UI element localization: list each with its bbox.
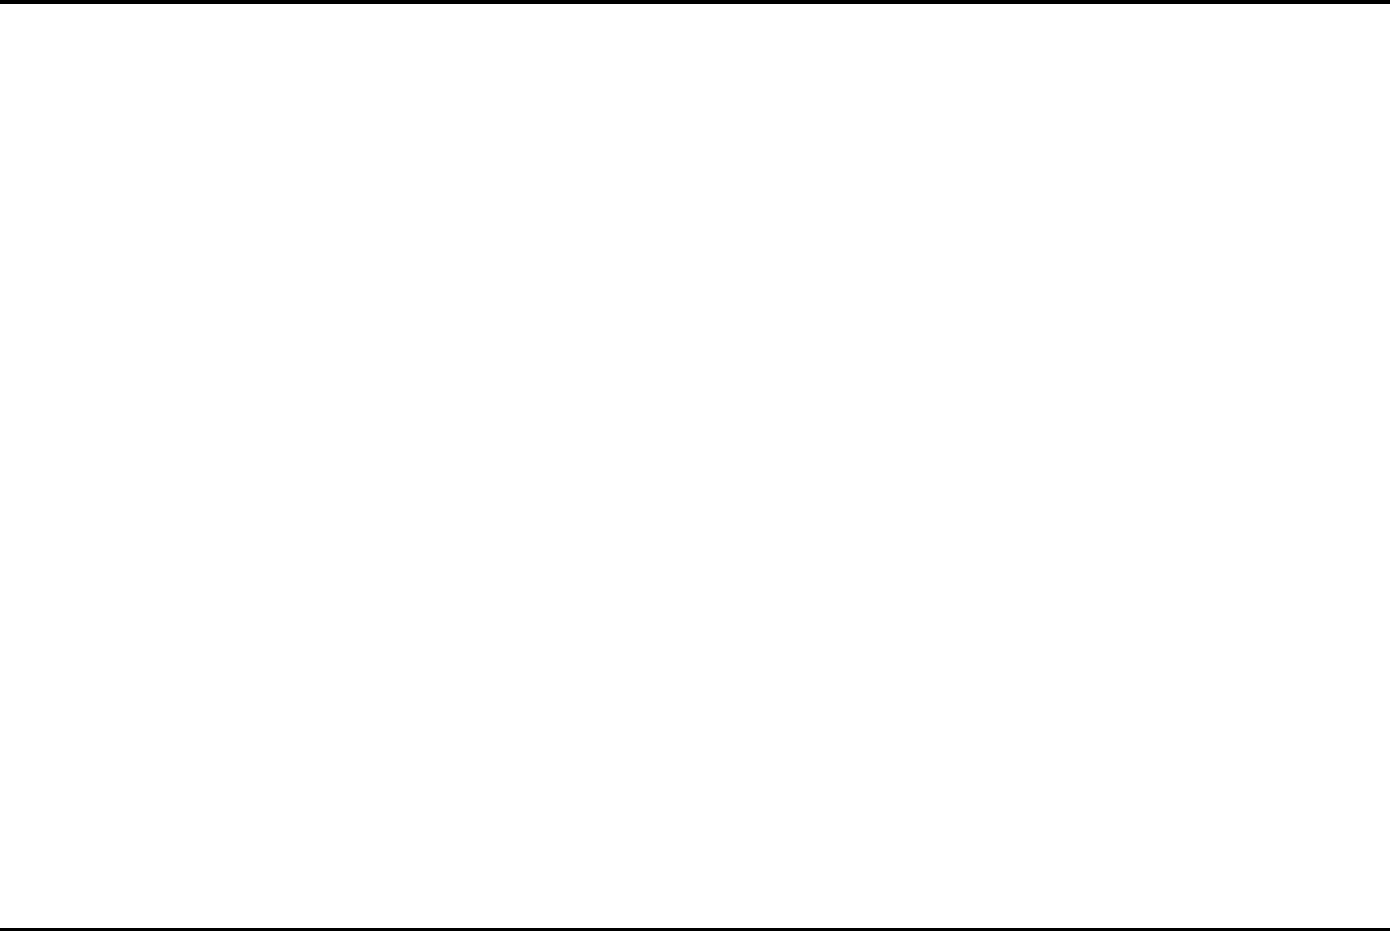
top-rule [0, 0, 1390, 4]
bottom-rule [0, 928, 1390, 931]
